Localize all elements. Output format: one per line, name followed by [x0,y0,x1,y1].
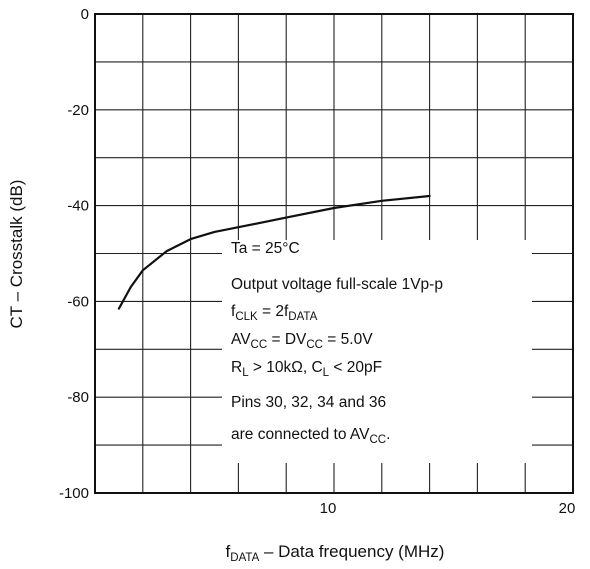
y-tick-label: 0 [81,6,89,23]
y-tick-label: -60 [67,293,89,310]
y-tick-label: -40 [67,198,89,215]
y-tick-label: -20 [67,102,89,119]
annotation-line: are connected to AVCC. [231,426,390,446]
y-tick-label: -80 [67,389,89,406]
x-tick-label: 20 [559,500,576,517]
annotation-line: RL > 10kΩ, CL < 20pF [231,359,382,379]
annotation-line: Pins 30, 32, 34 and 36 [231,394,386,411]
y-tick-labels: 0 -20 -40 -60 -80 -100 [59,6,89,502]
annotation-line: fCLK = 2fDATA [231,303,318,323]
annotation-background [222,240,532,463]
annotation-line: Ta = 25°C [231,240,300,257]
y-tick-label: -100 [59,485,89,502]
plot-frame [94,13,574,494]
annotation-line: Output voltage full-scale 1Vp-p [231,276,443,293]
annotation-line: AVCC = DVCC = 5.0V [231,331,373,351]
conditions-annotation: Ta = 25°C Output voltage full-scale 1Vp-p… [231,240,443,446]
x-tick-label: 10 [320,500,337,517]
x-axis-label: fDATA – Data frequency (MHz) [226,542,445,564]
y-axis-label: CT – Crosstalk (dB) [7,180,26,329]
crosstalk-curve [117,194,431,310]
series-layer [117,194,431,310]
x-tick-labels: 10 20 [320,500,576,517]
